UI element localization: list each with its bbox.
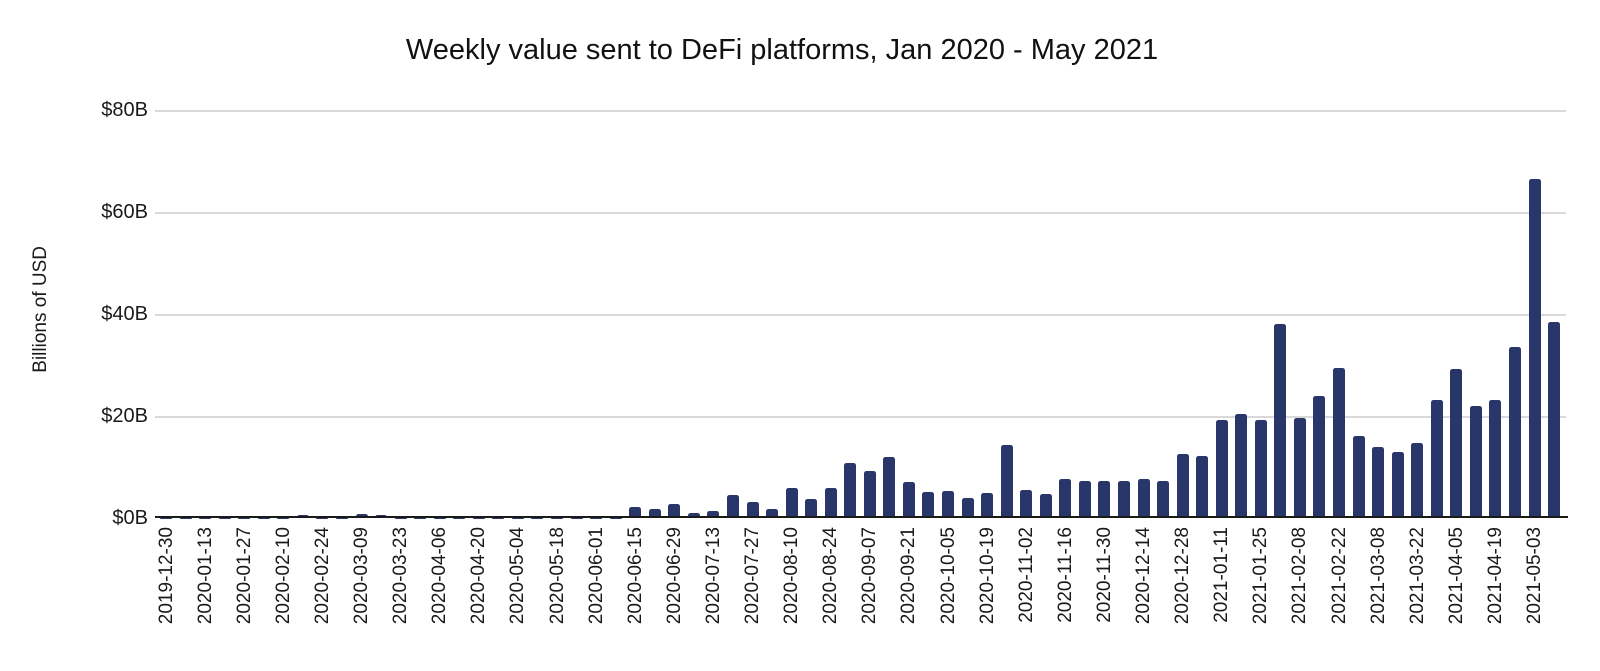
x-tick-label: 2020-11-16 — [1054, 527, 1076, 623]
bar — [1020, 489, 1033, 518]
bar — [844, 463, 857, 518]
gridline — [155, 416, 1566, 418]
bar — [629, 506, 642, 518]
bar — [1489, 399, 1502, 518]
bar — [1059, 478, 1072, 518]
x-tick-label: 2020-03-23 — [390, 527, 412, 625]
x-tick-label: 2021-02-22 — [1328, 527, 1350, 625]
bar — [1469, 405, 1482, 518]
x-tick-label: 2020-07-27 — [742, 527, 763, 625]
bar — [1274, 324, 1287, 518]
bar — [766, 508, 779, 518]
bar — [1137, 479, 1150, 518]
bar — [1098, 481, 1111, 518]
x-tick-label: 2021-01-11 — [1211, 527, 1233, 623]
x-tick-label: 2019-12-30 — [155, 527, 177, 625]
bar — [785, 487, 798, 518]
x-tick-label: 2021-04-05 — [1445, 527, 1467, 625]
gridline — [155, 314, 1566, 316]
x-tick-label: 2020-09-07 — [859, 527, 881, 625]
x-tick-label: 2020-12-14 — [1133, 527, 1154, 625]
bar — [1176, 454, 1189, 518]
bar — [355, 513, 368, 518]
x-tick-label: 2020-07-13 — [702, 527, 724, 625]
x-tick-label: 2020-11-02 — [1015, 527, 1037, 623]
x-tick-label: 2020-03-09 — [351, 527, 372, 625]
bar — [687, 512, 700, 518]
bar — [1254, 419, 1267, 518]
x-tick-label: 2020-04-20 — [468, 527, 490, 625]
x-tick-label: 2020-04-06 — [429, 527, 451, 625]
bar — [726, 495, 739, 518]
bar — [824, 488, 837, 518]
bar — [1000, 444, 1013, 518]
x-tick-label: 2020-01-13 — [194, 527, 216, 625]
y-tick-label: $60B — [101, 201, 148, 223]
bar — [1450, 368, 1463, 518]
bar — [746, 501, 759, 518]
bar — [1430, 399, 1443, 518]
bar — [1039, 493, 1052, 518]
chart-title: Weekly value sent to DeFi platforms, Jan… — [405, 34, 1159, 66]
x-tick-label: 2020-08-24 — [820, 527, 842, 625]
bar — [1313, 395, 1326, 518]
x-tick-label: 2020-08-10 — [781, 527, 803, 625]
bar — [1157, 481, 1170, 518]
bar — [805, 498, 818, 518]
bar — [1352, 436, 1365, 518]
x-axis-tick-labels: 2019-12-30 2020-01-13 2020-01-27 2020-02-10… — [155, 518, 1568, 671]
x-tick-label: 2020-12-28 — [1172, 527, 1194, 625]
x-tick-label: 2021-02-08 — [1289, 527, 1311, 625]
x-tick-label: 2020-02-10 — [272, 527, 294, 625]
y-tick-label: $0B — [112, 507, 148, 529]
bar — [1508, 347, 1521, 518]
bar — [902, 482, 915, 518]
bar — [1372, 446, 1385, 518]
x-tick-label: 2021-01-25 — [1250, 527, 1272, 625]
x-tick-label: 2020-06-29 — [663, 527, 685, 625]
x-tick-label: 2020-10-05 — [937, 527, 959, 625]
bar — [707, 511, 720, 518]
y-tick-label: $20B — [101, 405, 148, 427]
x-tick-label: 2020-01-27 — [233, 527, 255, 625]
bar — [1117, 481, 1130, 518]
bar — [922, 492, 935, 518]
bar — [1235, 413, 1248, 518]
bar — [1528, 178, 1541, 518]
plot-area — [155, 110, 1568, 518]
x-tick-label: 2021-03-22 — [1406, 527, 1428, 625]
x-tick-label: 2021-05-03 — [1524, 527, 1545, 625]
bar — [1391, 451, 1404, 518]
x-tick-label: 2021-04-19 — [1484, 527, 1506, 625]
bar — [668, 503, 681, 518]
bar — [1196, 455, 1209, 518]
y-tick-label: $80B — [101, 99, 148, 121]
x-tick-label: 2020-09-21 — [898, 527, 920, 625]
bar — [1333, 368, 1345, 518]
bar — [863, 470, 876, 518]
x-tick-label: 2020-11-30 — [1093, 527, 1115, 623]
x-tick-label: 2021-03-08 — [1367, 527, 1389, 625]
x-tick-label: 2020-05-04 — [507, 527, 529, 625]
x-tick-label: 2020-05-18 — [546, 527, 568, 625]
bar — [1215, 419, 1228, 518]
x-axis-line — [155, 516, 1568, 518]
x-tick-label: 2020-06-01 — [585, 527, 607, 625]
bar — [883, 456, 896, 518]
bar — [961, 498, 974, 518]
x-tick-label: 2020-06-15 — [624, 527, 646, 625]
bar — [1411, 442, 1424, 518]
gridline — [155, 212, 1566, 214]
x-tick-label: 2020-02-24 — [311, 527, 333, 625]
y-tick-label: $40B — [101, 303, 148, 325]
bar — [942, 490, 954, 518]
bar — [1078, 480, 1091, 518]
bar — [1548, 321, 1561, 518]
bar — [1293, 418, 1306, 518]
x-tick-label: 2020-10-19 — [976, 527, 998, 625]
bar — [981, 493, 994, 518]
gridline — [155, 110, 1566, 112]
bar — [648, 509, 661, 518]
